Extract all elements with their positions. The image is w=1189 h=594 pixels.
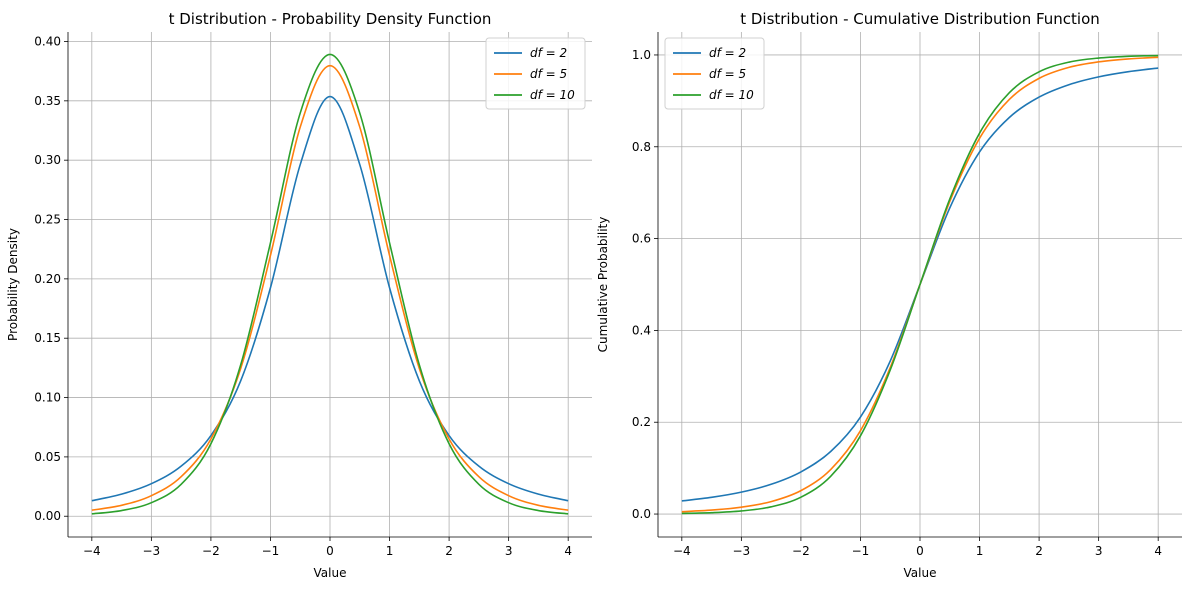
x-tick-label: 0 — [326, 544, 334, 558]
y-axis-label: Cumulative Probability — [596, 217, 610, 353]
x-tick-label: −3 — [733, 544, 751, 558]
x-tick-label: 0 — [916, 544, 924, 558]
x-tick-label: −3 — [143, 544, 161, 558]
x-tick-label: 1 — [386, 544, 394, 558]
x-tick-label: 3 — [1095, 544, 1103, 558]
y-tick-label: 0.15 — [34, 331, 61, 345]
legend-label: df = 5 — [530, 67, 567, 81]
y-tick-label: 0.20 — [34, 272, 61, 286]
legend-box — [664, 37, 765, 110]
y-axis-label: Probability Density — [6, 228, 20, 341]
chart-panel-1: −4 −3 −2 −1 0 1 2 3 4 0.0 0.2 0.4 0.6 0.8 1.0 t Distrib… — [596, 10, 1182, 580]
legend-box — [485, 37, 586, 110]
chart-title: t Distribution - Cumulative Distribution… — [740, 10, 1100, 28]
series-line-df=10 — [91, 53, 569, 515]
x-tick-label: −2 — [202, 544, 220, 558]
legend-label: df = 10 — [530, 88, 575, 102]
chart-panel-0: −4 −3 −2 −1 0 1 2 3 4 0.00 0.05 0.10 0.15 0.20 0.25 0.3… — [6, 10, 592, 580]
series-line-df=5 — [91, 64, 569, 511]
y-tick-label: 0.0 — [632, 507, 651, 521]
legend: df = 2 df = 5 df = 10 — [485, 37, 586, 110]
legend-label: df = 5 — [709, 67, 746, 81]
y-tick-label: 0.25 — [34, 213, 61, 227]
y-tick-label: 0.10 — [34, 391, 61, 405]
legend-label: df = 2 — [530, 46, 567, 60]
y-tick-label: 0.2 — [632, 415, 651, 429]
x-tick-label: 4 — [1154, 544, 1162, 558]
x-tick-label: −4 — [673, 544, 691, 558]
legend-label: df = 2 — [709, 46, 746, 60]
y-tick-label: 0.8 — [632, 140, 651, 154]
y-tick-label: 0.6 — [632, 232, 651, 246]
x-tick-label: −1 — [852, 544, 870, 558]
chart-title: t Distribution - Probability Density Fun… — [169, 10, 492, 28]
legend: df = 2 df = 5 df = 10 — [664, 37, 765, 110]
x-tick-label: −2 — [792, 544, 810, 558]
y-tick-label: 1.0 — [632, 48, 651, 62]
legend-label: df = 10 — [709, 88, 754, 102]
x-tick-label: 3 — [505, 544, 513, 558]
x-tick-label: 2 — [445, 544, 453, 558]
x-axis-label: Value — [314, 566, 347, 580]
x-tick-label: 4 — [564, 544, 572, 558]
y-tick-label: 0.30 — [34, 153, 61, 167]
x-axis-label: Value — [904, 566, 937, 580]
x-tick-label: 1 — [976, 544, 984, 558]
y-tick-label: 0.40 — [34, 34, 61, 48]
y-tick-label: 0.00 — [34, 509, 61, 523]
x-tick-label: 2 — [1035, 544, 1043, 558]
y-tick-label: 0.35 — [34, 94, 61, 108]
y-tick-label: 0.4 — [632, 323, 651, 337]
y-tick-label: 0.05 — [34, 450, 61, 464]
x-tick-label: −4 — [83, 544, 101, 558]
series-line-df=10 — [681, 54, 1159, 515]
series-line-df=2 — [91, 95, 569, 502]
x-tick-label: −1 — [262, 544, 280, 558]
